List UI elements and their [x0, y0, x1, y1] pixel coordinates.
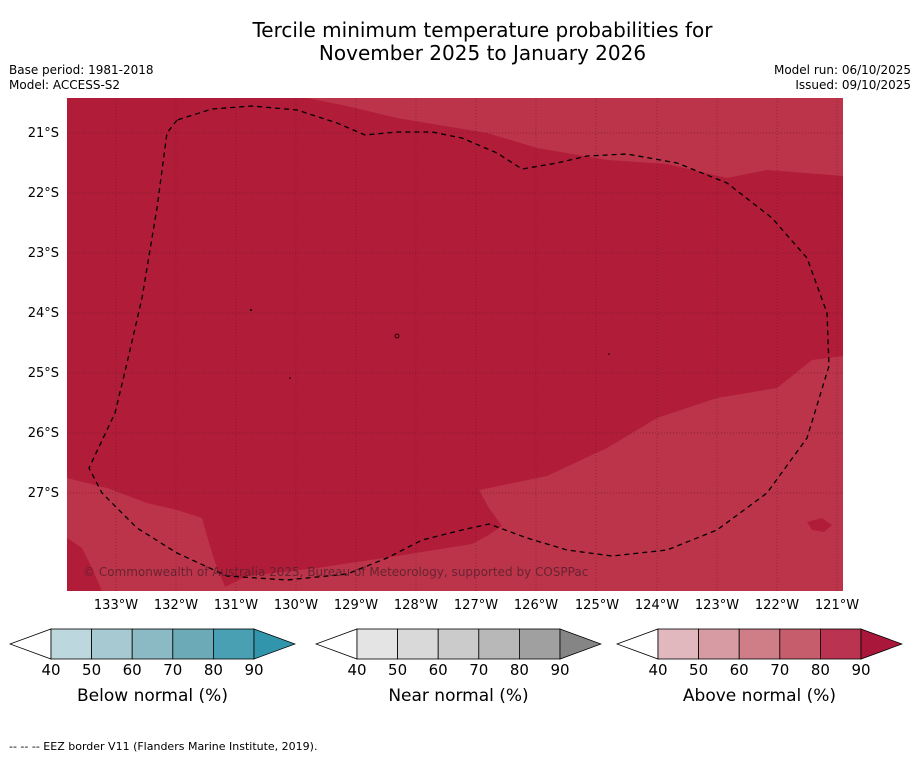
graticule — [67, 98, 843, 591]
lon-label: 133°W — [93, 598, 139, 613]
title-line-2: November 2025 to January 2026 — [318, 41, 647, 65]
colorbar-max-arrow — [559, 628, 602, 660]
copyright-text: © Commonwealth of Australia 2025, Bureau… — [83, 565, 589, 579]
lon-label: 131°W — [213, 598, 259, 613]
above-normal-70-80-region-north — [307, 98, 843, 178]
colorbar-tick-label: 60 — [122, 661, 142, 679]
colorbar-tick-label: 70 — [770, 661, 790, 679]
colorbar-tick-label: 40 — [648, 661, 668, 679]
colorbar-tick-label: 40 — [347, 661, 367, 679]
colorbar-tick-label: 60 — [428, 661, 448, 679]
lat-label: 21°S — [27, 126, 59, 141]
colorbar-tick-label: 50 — [388, 661, 408, 679]
colorbar-max-arrow — [253, 628, 296, 660]
colorbar-segment — [212, 628, 255, 660]
colorbar — [616, 628, 903, 660]
colorbar-min-arrow — [9, 628, 52, 660]
base-period-text: Base period: 1981-2018 — [9, 63, 154, 77]
island-marker — [394, 333, 400, 339]
lon-label: 129°W — [333, 598, 379, 613]
colorbar-segment — [437, 628, 480, 660]
colorbar-tick-label: 50 — [689, 661, 709, 679]
colorbar-label: Below normal (%) — [77, 686, 228, 706]
colorbar-segment — [356, 628, 398, 660]
lon-label: 124°W — [634, 598, 680, 613]
title-line-1: Tercile minimum temperature probabilitie… — [252, 18, 713, 42]
eez-border — [88, 105, 830, 581]
colorbar-tick-label: 90 — [851, 661, 871, 679]
lat-label: 25°S — [27, 366, 59, 381]
right-metadata: Model run: 06/10/2025 Issued: 09/10/2025 — [774, 63, 911, 93]
colorbar-label: Above normal (%) — [682, 686, 837, 706]
lat-label: 24°S — [27, 306, 59, 321]
map-panel — [67, 98, 843, 591]
colorbar-tick-label: 80 — [810, 661, 830, 679]
colorbar-tick-label: 60 — [729, 661, 749, 679]
lon-label: 121°W — [814, 598, 860, 613]
map-title: Tercile minimum temperature probabilitie… — [0, 19, 919, 65]
small-contour-spot — [807, 518, 832, 532]
above-normal-80-90-region-corner — [67, 538, 102, 591]
lon-label: 128°W — [393, 598, 439, 613]
lon-label: 126°W — [513, 598, 559, 613]
colorbar-min-arrow — [616, 628, 659, 660]
eez-footnote: -- -- -- EEZ border V11 (Flanders Marine… — [9, 740, 318, 753]
above-normal-70-80-region-southeast — [217, 356, 843, 591]
colorbar-max-arrow — [860, 628, 903, 660]
colorbar-segment — [172, 628, 214, 660]
lat-label: 22°S — [27, 186, 59, 201]
colorbar — [315, 628, 602, 660]
colorbar-tick-label: 90 — [244, 661, 264, 679]
lon-label: 123°W — [694, 598, 740, 613]
lon-label: 125°W — [574, 598, 620, 613]
colorbar-tick-label: 50 — [82, 661, 102, 679]
colorbar-segment — [698, 628, 740, 660]
colorbar-segment — [131, 628, 174, 660]
lat-label: 27°S — [27, 486, 59, 501]
colorbar — [9, 628, 296, 660]
lon-label: 127°W — [453, 598, 499, 613]
colorbar-tick-label: 90 — [550, 661, 570, 679]
island-marker — [608, 353, 610, 355]
colorbar-tick-label: 70 — [163, 661, 183, 679]
issued-text: Issued: 09/10/2025 — [795, 78, 911, 92]
colorbar-segment — [779, 628, 821, 660]
colorbar-segment — [397, 628, 439, 660]
colorbar-segment — [91, 628, 133, 660]
colorbar-segment — [657, 628, 699, 660]
lat-label: 26°S — [27, 426, 59, 441]
colorbar-segment — [50, 628, 92, 660]
model-run-text: Model run: 06/10/2025 — [773, 63, 911, 77]
colorbar-label: Near normal (%) — [388, 686, 529, 706]
probability-map — [67, 98, 843, 591]
colorbar-tick-label: 80 — [203, 661, 223, 679]
model-text: Model: ACCESS-S2 — [9, 78, 121, 92]
colorbar-tick-label: 80 — [509, 661, 529, 679]
island-marker — [289, 377, 291, 379]
lon-label: 130°W — [273, 598, 319, 613]
colorbar-min-arrow — [315, 628, 358, 660]
colorbar-segment — [819, 628, 862, 660]
colorbar-segment — [738, 628, 781, 660]
lon-label: 132°W — [153, 598, 199, 613]
colorbar-tick-label: 40 — [41, 661, 61, 679]
lat-label: 23°S — [27, 246, 59, 261]
colorbar-segment — [478, 628, 520, 660]
lon-label: 122°W — [754, 598, 800, 613]
colorbar-segment — [518, 628, 561, 660]
colorbar-tick-label: 70 — [469, 661, 489, 679]
left-metadata: Base period: 1981-2018 Model: ACCESS-S2 — [9, 63, 154, 93]
island-marker — [250, 309, 252, 311]
